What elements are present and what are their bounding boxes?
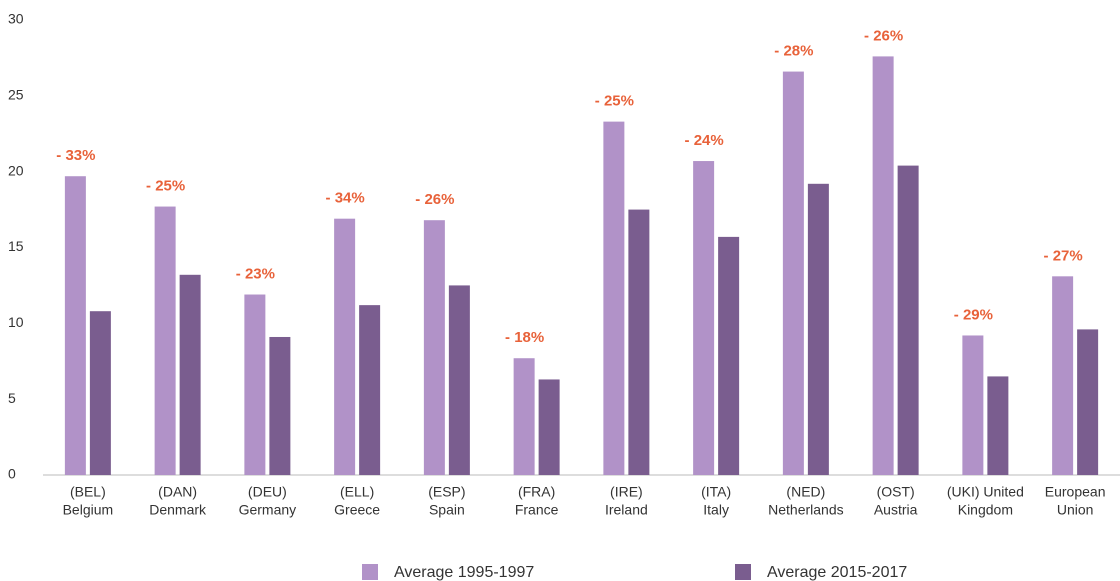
x-tick-label: France bbox=[515, 502, 559, 518]
change-label: - 28% bbox=[774, 43, 813, 60]
change-label: - 24% bbox=[685, 132, 724, 149]
bar bbox=[1077, 329, 1099, 475]
y-tick-label: 0 bbox=[8, 466, 16, 482]
x-tick-label: (FRA) bbox=[518, 484, 555, 500]
bar bbox=[538, 379, 560, 475]
bar bbox=[513, 358, 535, 475]
x-tick-label: Ireland bbox=[605, 502, 648, 518]
bar bbox=[628, 209, 650, 476]
x-tick-label: (ESP) bbox=[428, 484, 465, 500]
change-label: - 18% bbox=[505, 329, 544, 346]
x-tick-label: (OST) bbox=[877, 484, 915, 500]
change-label: - 23% bbox=[236, 265, 275, 282]
change-label: - 29% bbox=[954, 306, 993, 323]
bar bbox=[179, 274, 201, 475]
x-tick-label: (DAN) bbox=[158, 484, 197, 500]
bar bbox=[448, 285, 470, 475]
x-tick-label: Denmark bbox=[149, 502, 207, 518]
bar bbox=[987, 376, 1009, 475]
change-label: - 25% bbox=[595, 93, 634, 110]
y-tick-label: 10 bbox=[8, 314, 24, 330]
bar bbox=[269, 336, 291, 475]
x-tick-label: (DEU) bbox=[248, 484, 287, 500]
legend-label: Average 2015-2017 bbox=[767, 564, 907, 581]
x-tick-label: Kingdom bbox=[958, 502, 1013, 518]
change-label: - 26% bbox=[864, 27, 903, 44]
bar bbox=[423, 220, 445, 475]
bar bbox=[334, 218, 356, 475]
bar bbox=[244, 294, 266, 475]
x-tick-label: Union bbox=[1057, 502, 1094, 518]
x-tick-label: (BEL) bbox=[70, 484, 106, 500]
x-tick-label: Belgium bbox=[63, 502, 114, 518]
change-label: - 26% bbox=[415, 191, 454, 208]
y-tick-label: 20 bbox=[8, 162, 24, 178]
bar bbox=[962, 335, 984, 475]
bar bbox=[154, 206, 176, 476]
y-tick-label: 5 bbox=[8, 390, 16, 406]
bar bbox=[1052, 276, 1074, 475]
x-tick-label: European bbox=[1045, 484, 1106, 500]
bar bbox=[693, 161, 715, 476]
change-label: - 27% bbox=[1044, 247, 1083, 264]
x-tick-label: (IRE) bbox=[610, 484, 643, 500]
x-tick-label: Austria bbox=[874, 502, 918, 518]
x-tick-label: Germany bbox=[239, 502, 297, 518]
bar bbox=[64, 176, 86, 475]
x-tick-label: Greece bbox=[334, 502, 380, 518]
bar bbox=[89, 311, 111, 475]
bar bbox=[807, 183, 829, 476]
change-label: - 33% bbox=[56, 147, 95, 164]
legend-swatch bbox=[362, 564, 378, 580]
x-tick-label: (NED) bbox=[786, 484, 825, 500]
legend-label: Average 1995-1997 bbox=[394, 564, 534, 581]
x-tick-label: Italy bbox=[703, 502, 729, 518]
change-label: - 34% bbox=[326, 190, 365, 207]
bar bbox=[782, 71, 804, 476]
x-tick-label: (UKI) United bbox=[947, 484, 1024, 500]
x-tick-label: Spain bbox=[429, 502, 465, 518]
legend-swatch bbox=[735, 564, 751, 580]
x-tick-label: (ITA) bbox=[701, 484, 731, 500]
bar bbox=[872, 56, 894, 476]
x-tick-label: Netherlands bbox=[768, 502, 844, 518]
x-tick-label: (ELL) bbox=[340, 484, 374, 500]
y-tick-label: 30 bbox=[8, 11, 24, 27]
y-tick-label: 15 bbox=[8, 238, 24, 254]
bar bbox=[603, 121, 625, 475]
bar bbox=[897, 165, 919, 475]
bar bbox=[359, 305, 381, 475]
y-tick-label: 25 bbox=[8, 87, 24, 103]
bar bbox=[718, 236, 740, 475]
change-label: - 25% bbox=[146, 178, 185, 195]
